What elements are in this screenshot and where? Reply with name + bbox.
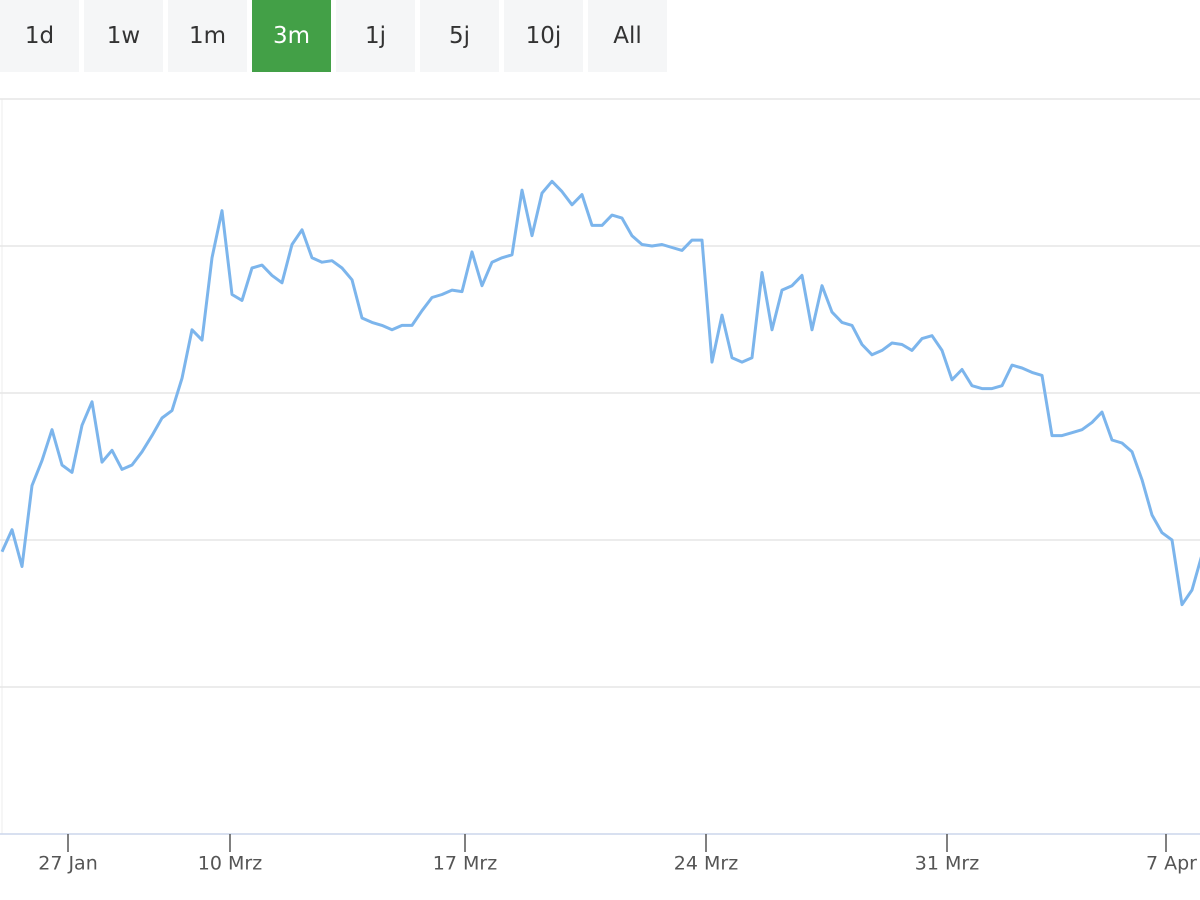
range-button[interactable]: All	[588, 0, 667, 72]
x-tick-label: 10 Mrz	[198, 853, 262, 875]
x-tick-label: 24 Mrz	[674, 853, 738, 875]
range-button[interactable]: 1d	[0, 0, 79, 72]
x-tick-label: 27 Jan	[38, 853, 98, 875]
range-button[interactable]: 1j	[336, 0, 415, 72]
range-button[interactable]: 1m	[168, 0, 247, 72]
range-button[interactable]: 3m	[252, 0, 331, 72]
range-button[interactable]: 1w	[84, 0, 163, 72]
price-line	[0, 179, 1200, 607]
range-button[interactable]: 10j	[504, 0, 583, 72]
x-tick-label: 17 Mrz	[433, 853, 497, 875]
x-tick-label: 31 Mrz	[915, 853, 979, 875]
range-button[interactable]: 5j	[420, 0, 499, 72]
x-tick-label: 7 Apr	[1146, 853, 1197, 875]
